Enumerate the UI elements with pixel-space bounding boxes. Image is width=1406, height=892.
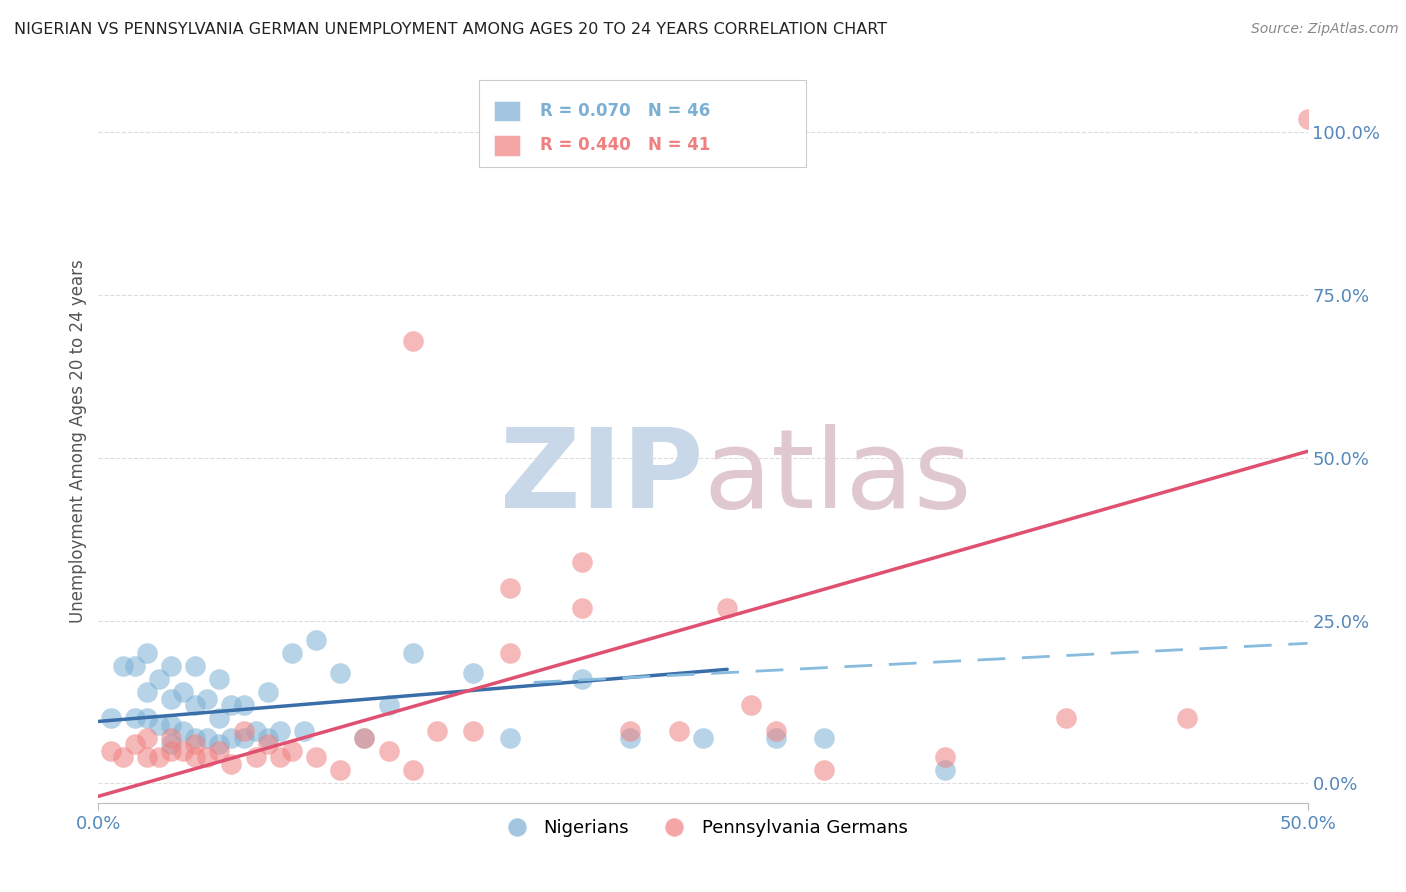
Text: NIGERIAN VS PENNSYLVANIA GERMAN UNEMPLOYMENT AMONG AGES 20 TO 24 YEARS CORRELATI: NIGERIAN VS PENNSYLVANIA GERMAN UNEMPLOY…	[14, 22, 887, 37]
Point	[148, 750, 170, 764]
Text: atlas: atlas	[703, 425, 972, 531]
Point	[245, 750, 267, 764]
Point	[571, 672, 593, 686]
Point	[184, 659, 207, 673]
Point	[160, 659, 183, 673]
Point	[619, 731, 641, 745]
Text: ZIP: ZIP	[499, 425, 703, 531]
Point	[813, 764, 835, 778]
Point	[111, 659, 134, 673]
Point	[195, 691, 218, 706]
Point	[135, 711, 157, 725]
Point	[100, 711, 122, 725]
Text: R = 0.440   N = 41: R = 0.440 N = 41	[540, 136, 710, 154]
Point	[256, 737, 278, 751]
Point	[463, 724, 485, 739]
Point	[1054, 711, 1077, 725]
Point	[668, 724, 690, 739]
Point	[195, 750, 218, 764]
Point	[148, 717, 170, 731]
Point	[232, 724, 254, 739]
Point	[329, 764, 352, 778]
Text: R = 0.070   N = 46: R = 0.070 N = 46	[540, 102, 710, 120]
Point	[148, 672, 170, 686]
Point	[245, 724, 267, 739]
Point	[232, 698, 254, 713]
Point	[160, 744, 183, 758]
Point	[305, 633, 328, 648]
Point	[934, 750, 956, 764]
Point	[124, 711, 146, 725]
Point	[765, 731, 787, 745]
Point	[172, 744, 194, 758]
Point	[402, 334, 425, 348]
Point	[498, 731, 520, 745]
Point	[160, 691, 183, 706]
Bar	[479, 80, 806, 167]
Point	[716, 600, 738, 615]
Point	[124, 659, 146, 673]
Point	[353, 731, 375, 745]
Point	[256, 731, 278, 745]
Point	[269, 750, 291, 764]
Point	[100, 744, 122, 758]
Point	[1296, 112, 1319, 127]
Point	[184, 750, 207, 764]
Point	[135, 731, 157, 745]
Point	[184, 698, 207, 713]
Point	[160, 717, 183, 731]
Point	[221, 698, 243, 713]
Point	[426, 724, 449, 739]
Point	[111, 750, 134, 764]
Bar	[494, 136, 520, 156]
Text: Source: ZipAtlas.com: Source: ZipAtlas.com	[1251, 22, 1399, 37]
Point	[208, 744, 231, 758]
Point	[934, 764, 956, 778]
Point	[184, 737, 207, 751]
Point	[571, 600, 593, 615]
Point	[292, 724, 315, 739]
Point	[232, 731, 254, 745]
Point	[377, 744, 399, 758]
Point	[221, 731, 243, 745]
Point	[692, 731, 714, 745]
Point	[160, 737, 183, 751]
Point	[813, 731, 835, 745]
Point	[281, 646, 304, 660]
Point	[402, 646, 425, 660]
Point	[221, 756, 243, 771]
Point	[172, 685, 194, 699]
Point	[269, 724, 291, 739]
Point	[765, 724, 787, 739]
Point	[463, 665, 485, 680]
Point	[377, 698, 399, 713]
Point	[208, 737, 231, 751]
Point	[135, 750, 157, 764]
Point	[740, 698, 762, 713]
Point	[135, 685, 157, 699]
Point	[498, 646, 520, 660]
Point	[208, 672, 231, 686]
Legend: Nigerians, Pennsylvania Germans: Nigerians, Pennsylvania Germans	[491, 812, 915, 845]
Point	[184, 731, 207, 745]
Point	[1175, 711, 1198, 725]
Point	[281, 744, 304, 758]
Point	[208, 711, 231, 725]
Point	[135, 646, 157, 660]
Point	[195, 731, 218, 745]
Point	[124, 737, 146, 751]
Point	[256, 685, 278, 699]
Bar	[494, 101, 520, 121]
Point	[619, 724, 641, 739]
Point	[571, 555, 593, 569]
Point	[402, 764, 425, 778]
Y-axis label: Unemployment Among Ages 20 to 24 years: Unemployment Among Ages 20 to 24 years	[69, 260, 87, 624]
Point	[353, 731, 375, 745]
Point	[498, 581, 520, 595]
Point	[305, 750, 328, 764]
Point	[329, 665, 352, 680]
Point	[160, 731, 183, 745]
Point	[172, 724, 194, 739]
